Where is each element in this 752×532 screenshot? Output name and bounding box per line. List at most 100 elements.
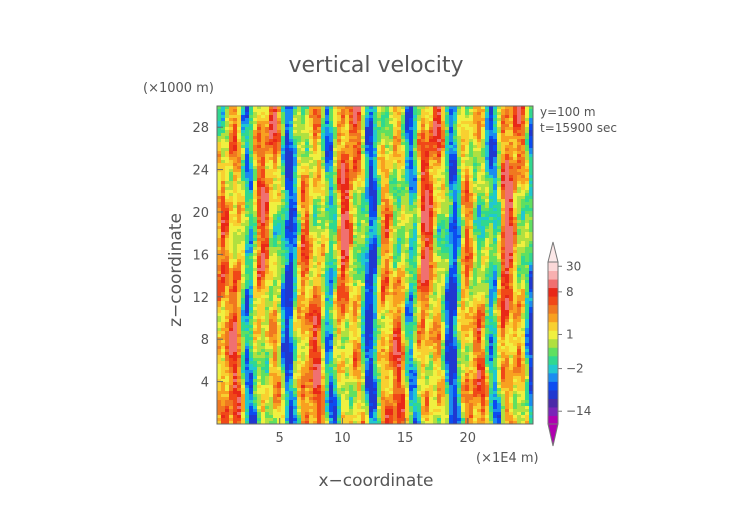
heatmap-cell	[289, 208, 294, 212]
heatmap-cell	[229, 277, 234, 281]
heatmap-cell	[365, 388, 370, 392]
heatmap-cell	[345, 253, 350, 257]
heatmap-cell	[353, 256, 358, 260]
heatmap-cell	[297, 316, 302, 320]
heatmap-cell	[269, 130, 274, 134]
heatmap-cell	[349, 367, 354, 371]
heatmap-cell	[261, 214, 266, 218]
heatmap-cell	[393, 277, 398, 281]
heatmap-cell	[321, 334, 326, 338]
heatmap-cell	[325, 310, 330, 314]
heatmap-cell	[229, 340, 234, 344]
heatmap-cell	[289, 112, 294, 116]
heatmap-cell	[393, 241, 398, 245]
heatmap-cell	[389, 223, 394, 227]
heatmap-cell	[341, 127, 346, 131]
heatmap-cell	[377, 304, 382, 308]
heatmap-cell	[257, 112, 262, 116]
heatmap-cell	[305, 241, 310, 245]
heatmap-cell	[289, 415, 294, 419]
heatmap-cell	[269, 154, 274, 158]
heatmap-cell	[345, 187, 350, 191]
heatmap-cell	[381, 316, 386, 320]
heatmap-cell	[253, 229, 258, 233]
heatmap-cell	[297, 193, 302, 197]
heatmap-cell	[309, 421, 314, 425]
heatmap-cell	[341, 292, 346, 296]
heatmap-cell	[329, 154, 334, 158]
heatmap-cell	[321, 178, 326, 182]
heatmap-cell	[365, 127, 370, 131]
heatmap-cell	[249, 355, 254, 359]
heatmap-cell	[373, 289, 378, 293]
heatmap-cell	[225, 154, 230, 158]
heatmap-cell	[293, 352, 298, 356]
heatmap-cell	[241, 310, 246, 314]
heatmap-cell	[381, 139, 386, 143]
heatmap-cell	[373, 178, 378, 182]
heatmap-cell	[365, 322, 370, 326]
heatmap-cell	[369, 277, 374, 281]
heatmap-cell	[309, 304, 314, 308]
heatmap-cell	[337, 229, 342, 233]
heatmap-cell	[317, 370, 322, 374]
heatmap-cell	[229, 154, 234, 158]
heatmap-cell	[353, 328, 358, 332]
heatmap-cell	[397, 241, 402, 245]
heatmap-cell	[393, 259, 398, 263]
heatmap-cell	[393, 223, 398, 227]
heatmap-cell	[297, 253, 302, 257]
heatmap-cell	[397, 133, 402, 137]
heatmap-cell	[401, 319, 406, 323]
heatmap-cell	[365, 421, 370, 425]
heatmap-cell	[245, 328, 250, 332]
heatmap-cell	[237, 352, 242, 356]
heatmap-cell	[269, 379, 274, 383]
heatmap-cell	[345, 397, 350, 401]
heatmap-cell	[305, 271, 310, 275]
heatmap-cell	[357, 316, 362, 320]
heatmap-cell	[221, 313, 226, 317]
heatmap-cell	[389, 274, 394, 278]
heatmap-cell	[341, 130, 346, 134]
heatmap-cell	[285, 232, 290, 236]
heatmap-cell	[277, 277, 282, 281]
heatmap-cell	[369, 133, 374, 137]
heatmap-cell	[389, 238, 394, 242]
heatmap-cell	[241, 292, 246, 296]
heatmap-cell	[397, 358, 402, 362]
heatmap-cell	[373, 214, 378, 218]
heatmap-cell	[373, 409, 378, 413]
heatmap-cell	[273, 163, 278, 167]
heatmap-cell	[285, 418, 290, 422]
heatmap-cell	[341, 109, 346, 113]
heatmap-cell	[313, 145, 318, 149]
heatmap-cell	[397, 256, 402, 260]
heatmap-cell	[249, 211, 254, 215]
heatmap-cell	[389, 370, 394, 374]
heatmap-cell	[393, 244, 398, 248]
heatmap-cell	[337, 376, 342, 380]
heatmap-cell	[245, 154, 250, 158]
heatmap-cell	[257, 367, 262, 371]
heatmap-cell	[273, 358, 278, 362]
heatmap-cell	[333, 277, 338, 281]
heatmap-cell	[305, 196, 310, 200]
heatmap-cell	[265, 211, 270, 215]
heatmap-cell	[217, 268, 222, 272]
heatmap-cell	[317, 241, 322, 245]
heatmap-cell	[309, 271, 314, 275]
heatmap-cell	[365, 205, 370, 209]
heatmap-cell	[301, 415, 306, 419]
heatmap-cell	[397, 202, 402, 206]
heatmap-cell	[393, 328, 398, 332]
heatmap-cell	[313, 121, 318, 125]
heatmap-cell	[245, 142, 250, 146]
heatmap-cell	[393, 217, 398, 221]
heatmap-cell	[233, 250, 238, 254]
heatmap-cell	[341, 253, 346, 257]
heatmap-cell	[281, 388, 286, 392]
heatmap-cell	[369, 292, 374, 296]
heatmap-cell	[349, 205, 354, 209]
heatmap-cell	[341, 112, 346, 116]
